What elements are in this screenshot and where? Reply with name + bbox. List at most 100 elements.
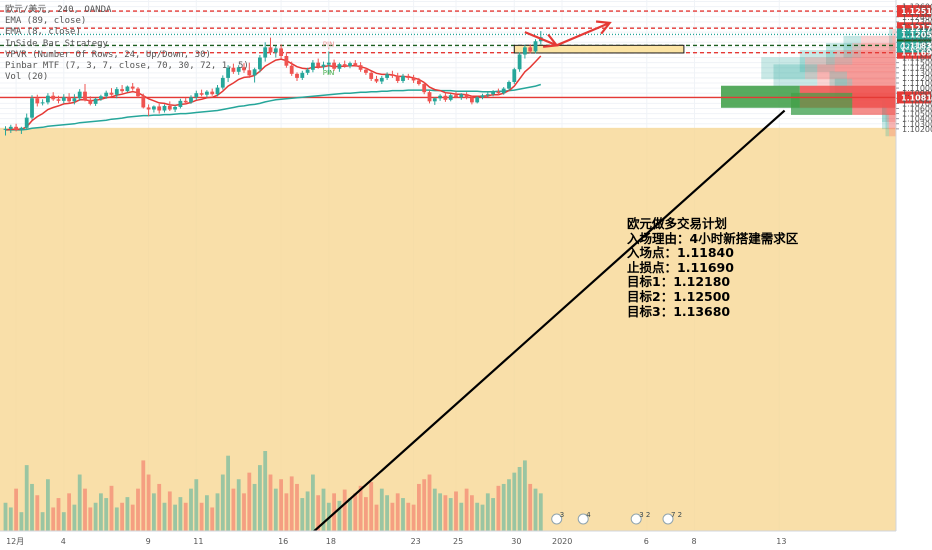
candle-body (120, 89, 124, 92)
volume-bar (40, 512, 45, 531)
vp-up-bar (889, 28, 893, 51)
indicator-ema-89[interactable]: EMA (89, close) (5, 16, 87, 27)
price-badge (897, 91, 931, 104)
candle-body (470, 97, 474, 103)
event-marker (630, 513, 642, 525)
volume-bar (152, 493, 156, 531)
candle-body (77, 91, 82, 99)
candle-body (517, 54, 522, 70)
candle-body (146, 107, 151, 110)
time-tick-label: 9 (146, 537, 151, 546)
candle-body (273, 48, 278, 53)
vp-down-bar (817, 64, 896, 87)
price-tick-label: 1.12500 (902, 8, 932, 17)
indicator-inside-bar[interactable]: InSide Bar Strategy (5, 38, 108, 49)
candle-body (422, 84, 427, 93)
time-tick-label: 8 (692, 537, 697, 546)
volume-bars (3, 451, 543, 531)
price-tick-label: 1.11000 (902, 84, 932, 93)
candle-body (295, 73, 299, 78)
candle-body (480, 95, 485, 98)
volume-bar (464, 488, 469, 531)
candle-body (406, 75, 411, 78)
volume-bar (475, 502, 480, 531)
volume-bar (194, 479, 199, 531)
price-tick-label: 1.10800 (902, 94, 932, 103)
candle-body (316, 62, 321, 67)
volume-bar (77, 474, 82, 531)
indicator-ema-8[interactable]: EMA (8, close) (5, 27, 81, 38)
price-tick-label: 1.12000 (902, 33, 932, 42)
candle-body (528, 47, 533, 52)
price-badge-label: 1.12512 (901, 7, 932, 16)
candle-body (289, 65, 294, 74)
vp-down-bar (834, 50, 896, 73)
volume-bar (401, 498, 405, 531)
volume-bar (432, 488, 437, 531)
time-tick-label: 16 (278, 537, 288, 546)
time-tick-label: 4 (61, 537, 66, 546)
time-tick-label: 6 (644, 537, 649, 546)
candle-body (348, 63, 352, 67)
candle-body (157, 106, 162, 111)
candle-body (152, 106, 156, 110)
volume-bar (501, 483, 506, 531)
vp-down-bar (889, 114, 896, 137)
demand-zone (513, 44, 685, 54)
level-lines (0, 10, 896, 99)
volume-bar (448, 498, 453, 531)
candle-body (136, 88, 140, 97)
volume-band (0, 127, 896, 532)
candle-body (523, 47, 527, 55)
indicator-pinbar[interactable]: Pinbar MTF (7, 3, 7, close, 70, 30, 72, … (5, 60, 249, 71)
forecast-arrow-head-up (595, 20, 612, 35)
price-tick-label: 1.10400 (902, 115, 932, 124)
candle-body (210, 91, 215, 95)
volume-bar (390, 502, 395, 531)
price-badge-label: 1.12053 (901, 30, 932, 39)
plan-target-1: 目标1：1.12180 (627, 274, 731, 290)
volume-bar (507, 479, 511, 531)
plan-target-2: 目标2：1.12500 (627, 288, 731, 304)
volume-bar (395, 493, 400, 531)
candle-body (40, 102, 45, 104)
volume-bar (220, 474, 225, 531)
price-tick-label: 1.11400 (902, 64, 932, 73)
symbol-line[interactable]: 欧元/美元, 240, OANDA (5, 5, 112, 15)
volume-bar (88, 507, 93, 531)
candle-body (374, 78, 379, 82)
volume-bar (199, 502, 204, 531)
event-marker-label: 4 (586, 511, 591, 519)
volume-bar (205, 495, 209, 531)
candle-body (173, 106, 177, 110)
volume-bar (252, 483, 257, 531)
candle-body (56, 99, 61, 101)
vp-down-bar (805, 57, 896, 80)
vp-up-bar (761, 57, 805, 80)
price-badge-label: 1.11695 (901, 49, 932, 58)
candle-body (104, 92, 109, 97)
time-tick-label: 12月 (6, 537, 24, 546)
candle-body (61, 97, 66, 101)
candle-body (332, 62, 336, 69)
candle-body (443, 95, 448, 100)
volume-bar (379, 488, 384, 531)
candle-body (284, 56, 289, 66)
candle-body (507, 81, 511, 89)
volume-bar (141, 460, 146, 531)
volume-bar (162, 502, 167, 531)
forecast-arrow-head-down (542, 33, 559, 48)
volume-bar (56, 498, 61, 531)
indicator-vpvr[interactable]: VPVR (Number Of Rows, 24, Up/Down, 30) (5, 49, 211, 60)
candle-body (342, 64, 347, 67)
volume-bar (512, 472, 517, 531)
volume-bar (533, 488, 538, 531)
candle-body (8, 126, 13, 129)
vp-up-bar (799, 50, 835, 73)
volume-bar (258, 465, 262, 531)
indicator-vol[interactable]: Vol (20) (5, 72, 49, 83)
candle-body (236, 67, 241, 72)
candle-body (385, 74, 389, 78)
event-marker-label: 3 2 (639, 511, 650, 519)
